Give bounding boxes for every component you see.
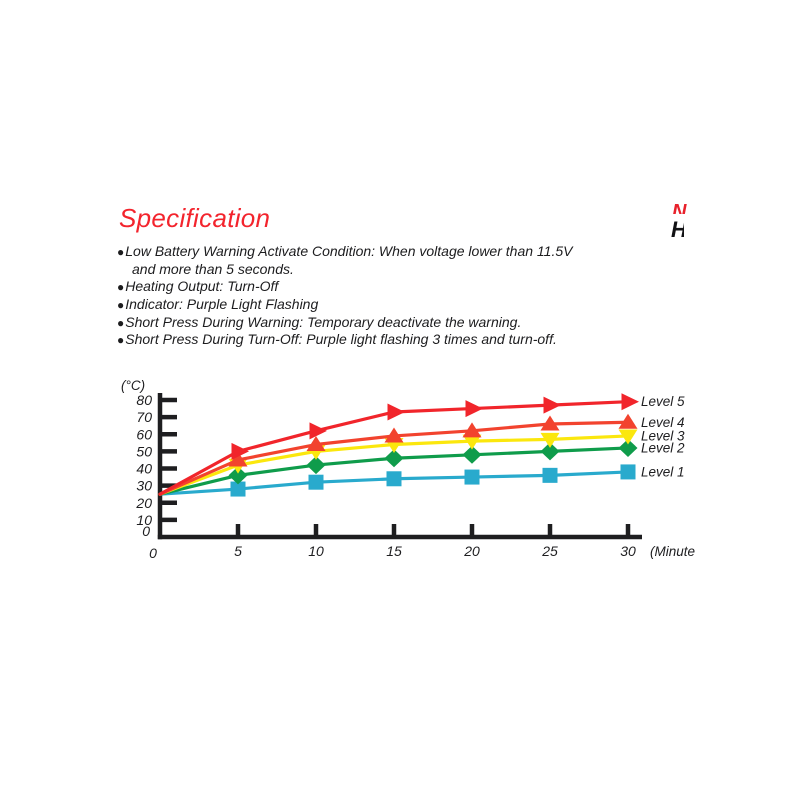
chart-marker-level-2 (462, 445, 482, 464)
legend-label-level-5: Level 5 (641, 394, 685, 409)
y-tick-label: 0 (142, 523, 150, 539)
y-tick-label: 30 (136, 478, 152, 494)
chart-marker-level-2 (540, 442, 560, 461)
spec-item: ●Short Press During Warning: Temporary d… (117, 314, 572, 332)
bullet-icon: ● (117, 245, 126, 259)
x-tick-label: 0 (149, 545, 157, 561)
chart-marker-level-5 (231, 442, 249, 460)
chart-marker-level-5 (621, 393, 639, 411)
chart-marker-level-3 (462, 434, 482, 450)
cropped-black-glyph-text: H (671, 218, 684, 242)
spec-item-text: Low Battery Warning Activate Condition: … (125, 243, 573, 259)
bullet-icon: ● (117, 298, 126, 313)
chart-marker-level-4 (384, 427, 404, 443)
x-tick-label: 30 (620, 543, 636, 559)
chart-marker-level-1 (308, 474, 324, 490)
spec-item-continuation: and more than 5 seconds. (117, 261, 572, 279)
spec-item: ●Low Battery Warning Activate Condition:… (117, 243, 572, 261)
y-tick-label: 20 (135, 495, 152, 511)
spec-item-text: Short Press During Turn-Off: Purple ligh… (125, 331, 557, 348)
spec-item: ●Heating Output: Turn-Off (117, 278, 572, 296)
chart-marker-level-2 (384, 449, 404, 468)
spec-item-text: Indicator: Purple Light Flashing (125, 296, 319, 313)
spec-item-text: Short Press During Warning: Temporary de… (125, 313, 522, 330)
chart-marker-level-1 (542, 467, 558, 483)
chart-marker-level-1 (386, 471, 402, 487)
chart-marker-level-5 (309, 422, 327, 440)
chart-marker-level-2 (618, 438, 638, 457)
chart-marker-level-4 (618, 413, 638, 429)
legend-label-level-1: Level 1 (641, 464, 685, 479)
legend-label-level-4: Level 4 (641, 415, 685, 430)
spec-item: ●Indicator: Purple Light Flashing (117, 296, 572, 314)
cropped-black-glyph: H (671, 218, 684, 242)
y-tick-label: 10 (136, 512, 152, 528)
x-tick-label: 20 (463, 543, 480, 559)
chart-marker-level-2 (228, 466, 248, 485)
chart-marker-level-4 (306, 436, 326, 452)
x-tick-label: 5 (234, 543, 242, 559)
chart-marker-level-5 (543, 396, 561, 414)
y-tick-label: 80 (136, 392, 152, 408)
y-tick-label: 50 (136, 443, 152, 459)
chart-marker-level-5 (465, 400, 483, 418)
spec-item: ●Short Press During Turn-Off: Purple lig… (117, 331, 572, 349)
chart-marker-level-3 (618, 429, 638, 445)
y-tick-label: 70 (136, 409, 152, 425)
legend-label-level-3: Level 3 (641, 428, 685, 443)
page-title: Specification (119, 203, 271, 233)
x-tick-label: 15 (386, 543, 402, 559)
spec-item-text: and more than 5 seconds. (132, 260, 294, 277)
y-axis-unit-label: (°C) (121, 378, 145, 393)
bullet-icon: ● (117, 315, 126, 330)
cropped-red-glyph-text: N (672, 203, 687, 214)
x-tick-label: 25 (541, 543, 558, 559)
chart-marker-level-1 (464, 469, 480, 485)
y-tick-label: 40 (136, 461, 152, 477)
chart-marker-level-5 (387, 403, 405, 421)
chart-marker-level-4 (540, 415, 560, 431)
chart-marker-level-1 (620, 464, 636, 480)
chart-marker-level-4 (462, 422, 482, 438)
spec-item-text: Heating Output: Turn-Off (125, 278, 279, 295)
spec-list: ●Low Battery Warning Activate Condition:… (117, 243, 572, 349)
y-tick-label: 60 (136, 426, 152, 442)
legend-label-level-2: Level 2 (641, 440, 685, 455)
chart-marker-level-2 (306, 456, 326, 475)
chart-marker-level-3 (540, 432, 560, 448)
x-tick-label: 10 (308, 543, 324, 559)
bullet-icon: ● (117, 333, 126, 348)
chart-marker-level-1 (230, 481, 246, 497)
cropped-red-glyph: N (672, 203, 688, 214)
x-axis-unit-label: (Minute (650, 544, 695, 559)
chart-marker-level-4 (228, 451, 248, 467)
bullet-icon: ● (117, 280, 126, 295)
